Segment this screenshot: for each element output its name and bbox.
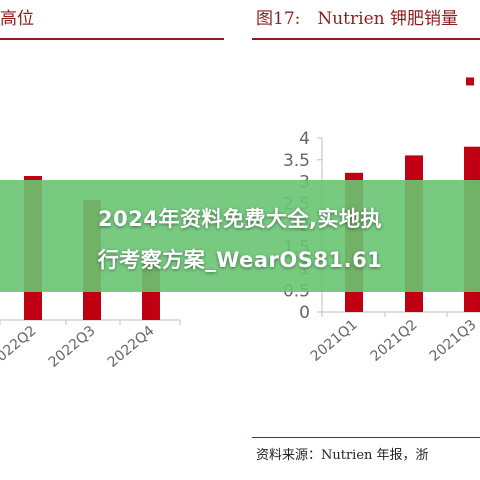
right-chart-title: 图17: Nutrien 钾肥销量: [256, 9, 458, 29]
right-y-tick-label-8: 4: [299, 129, 310, 149]
source-note: 资料来源：Nutrien 年报，浙: [256, 448, 429, 463]
right-marker-point: [466, 77, 474, 86]
right-title-rule: [252, 38, 480, 40]
right-x-tick-label-2021Q1: 2021Q1: [308, 317, 361, 365]
left-chart-title: 高位: [0, 9, 34, 29]
right-x-tick-label-2021Q2: 2021Q2: [368, 317, 421, 365]
left-title-rule: [0, 38, 224, 40]
left-x-tick-label-2022Q3: 2022Q3: [46, 323, 99, 371]
banner-line-1: 2024年资料免费大全,实地执: [98, 207, 382, 231]
overlay-banner: [0, 180, 480, 292]
right-y-tick-label-7: 3.5: [283, 151, 310, 171]
left-x-tick-label-2022Q4: 2022Q4: [105, 323, 158, 371]
source-rule: [252, 437, 480, 438]
right-y-tick-label-0: 0: [299, 303, 310, 323]
right-x-tick-label-2021Q3: 2021Q3: [427, 317, 480, 365]
banner-line-2: 行考察方案_WearOS81.61: [97, 248, 383, 272]
left-x-tick-label-2022Q2: 2022Q2: [0, 323, 40, 371]
